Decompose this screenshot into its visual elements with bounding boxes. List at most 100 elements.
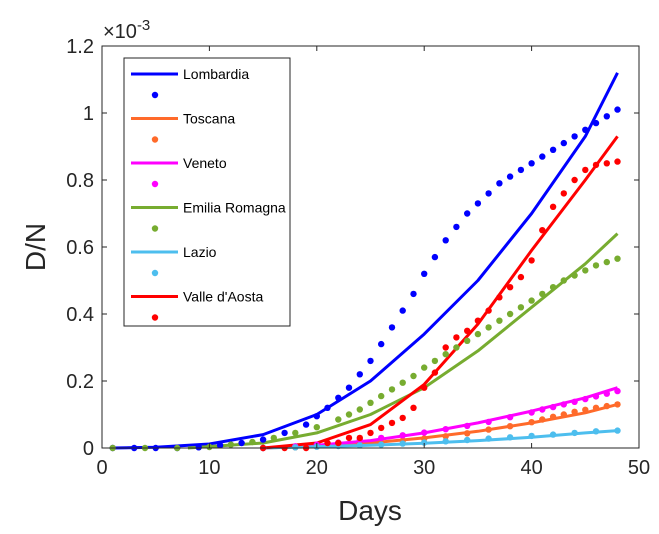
data-point-veneto xyxy=(560,401,567,408)
data-point-emilia-romagna xyxy=(528,297,535,304)
data-point-lombardia xyxy=(453,223,460,231)
ticks: 0 10 20 30 40 50 0 0.2 0.4 0.6 0.8 1 1.2 xyxy=(66,36,650,479)
data-point-lazio xyxy=(506,434,514,441)
data-point-lombardia xyxy=(410,290,417,298)
x-axis-label: Days xyxy=(338,495,402,526)
data-point-valle-d-aosta xyxy=(485,307,492,314)
data-point-veneto xyxy=(378,434,385,442)
data-point-toscana xyxy=(582,406,589,413)
data-point-valle-d-aosta xyxy=(388,419,396,427)
data-point-valle-d-aosta xyxy=(431,369,439,376)
data-point-veneto xyxy=(506,414,514,421)
data-point-lombardia xyxy=(431,253,439,261)
fit-line-lazio xyxy=(263,429,618,450)
data-point-toscana xyxy=(506,423,514,430)
data-point-valle-d-aosta xyxy=(506,284,514,291)
legend-label-lombardia: Lombardia xyxy=(183,66,249,82)
data-point-lazio xyxy=(485,435,492,442)
data-points xyxy=(109,106,621,452)
fit-line-valle-d-aosta xyxy=(262,135,619,450)
data-point-veneto xyxy=(592,393,600,400)
data-point-toscana xyxy=(549,413,557,420)
data-point-valle-d-aosta xyxy=(517,273,525,281)
data-point-emilia-romagna xyxy=(464,337,471,344)
data-point-veneto xyxy=(603,390,610,397)
data-point-lazio xyxy=(614,427,621,434)
data-point-lombardia xyxy=(421,270,428,277)
data-point-valle-d-aosta xyxy=(367,429,374,437)
data-point-lombardia xyxy=(592,119,600,127)
legend-marker-veneto xyxy=(151,180,159,188)
data-point-veneto xyxy=(549,403,557,411)
y-tick-label: 0 xyxy=(83,438,94,460)
data-point-lombardia xyxy=(345,384,353,391)
data-point-emilia-romagna xyxy=(367,399,374,406)
data-point-emilia-romagna xyxy=(410,372,417,380)
data-point-valle-d-aosta xyxy=(614,158,621,165)
data-point-lombardia xyxy=(302,421,310,428)
y-tick-label: 0.2 xyxy=(66,371,94,393)
x-tick-label: 30 xyxy=(413,457,435,479)
data-point-lombardia xyxy=(238,439,245,447)
data-point-lombardia xyxy=(259,436,267,443)
data-point-veneto xyxy=(614,387,621,395)
data-point-lombardia xyxy=(603,113,610,120)
data-point-emilia-romagna xyxy=(571,272,578,279)
data-point-emilia-romagna xyxy=(496,317,503,324)
data-point-valle-d-aosta xyxy=(335,439,342,447)
data-point-lombardia xyxy=(367,357,374,365)
data-point-emilia-romagna xyxy=(378,392,385,400)
data-point-veneto xyxy=(442,426,449,433)
data-point-emilia-romagna xyxy=(549,284,557,291)
data-point-valle-d-aosta xyxy=(592,161,600,169)
x-tick-label: 20 xyxy=(306,457,328,479)
data-point-valle-d-aosta xyxy=(496,294,503,301)
data-point-lazio xyxy=(378,441,385,448)
data-point-lombardia xyxy=(313,413,320,420)
data-point-lazio xyxy=(356,442,363,449)
data-point-emilia-romagna xyxy=(592,262,600,269)
data-point-toscana xyxy=(485,426,492,433)
data-point-toscana xyxy=(539,416,546,423)
data-point-lombardia xyxy=(528,160,535,167)
data-point-valle-d-aosta xyxy=(345,434,353,442)
y-tick-label: 0.8 xyxy=(66,170,94,192)
x-tick-label: 10 xyxy=(198,457,220,479)
data-point-emilia-romagna xyxy=(582,267,589,274)
legend: Lombardia Toscana Veneto Emilia Romagna Lazi… xyxy=(123,57,291,327)
data-point-lazio xyxy=(421,439,428,446)
data-point-emilia-romagna xyxy=(485,324,492,331)
y-tick-label: 0.6 xyxy=(66,237,94,259)
fit-line-lombardia xyxy=(112,72,619,450)
data-point-lombardia xyxy=(485,190,492,197)
y-axis-label: D/N xyxy=(20,223,51,271)
data-point-emilia-romagna xyxy=(614,255,621,262)
legend-marker-toscana xyxy=(151,136,159,143)
data-point-valle-d-aosta xyxy=(453,334,460,341)
data-point-lazio xyxy=(399,440,406,447)
data-point-lazio xyxy=(549,431,557,438)
data-point-emilia-romagna xyxy=(249,438,256,446)
data-point-toscana xyxy=(614,401,621,408)
data-point-lombardia xyxy=(324,404,331,411)
data-point-valle-d-aosta xyxy=(356,434,363,442)
data-point-toscana xyxy=(560,411,567,418)
x-tick-label: 50 xyxy=(628,457,650,479)
data-point-lombardia xyxy=(378,340,385,348)
data-point-lombardia xyxy=(388,324,396,331)
data-point-emilia-romagna xyxy=(313,424,320,431)
data-point-lombardia xyxy=(195,444,202,451)
y-multiplier: ×10-3 xyxy=(103,17,150,43)
legend-label-valle-d-aosta: Valle d'Aosta xyxy=(183,289,263,305)
data-point-valle-d-aosta xyxy=(410,404,417,411)
data-point-lombardia xyxy=(356,371,363,378)
x-tick-label: 0 xyxy=(96,457,107,479)
data-point-lombardia xyxy=(281,429,288,437)
legend-marker-lombardia xyxy=(151,91,159,99)
data-point-lazio xyxy=(464,436,471,444)
data-point-lombardia xyxy=(442,237,449,244)
data-point-lombardia xyxy=(464,210,471,217)
data-point-valle-d-aosta xyxy=(549,203,557,210)
data-point-toscana xyxy=(571,408,578,415)
data-point-valle-d-aosta xyxy=(399,414,406,422)
